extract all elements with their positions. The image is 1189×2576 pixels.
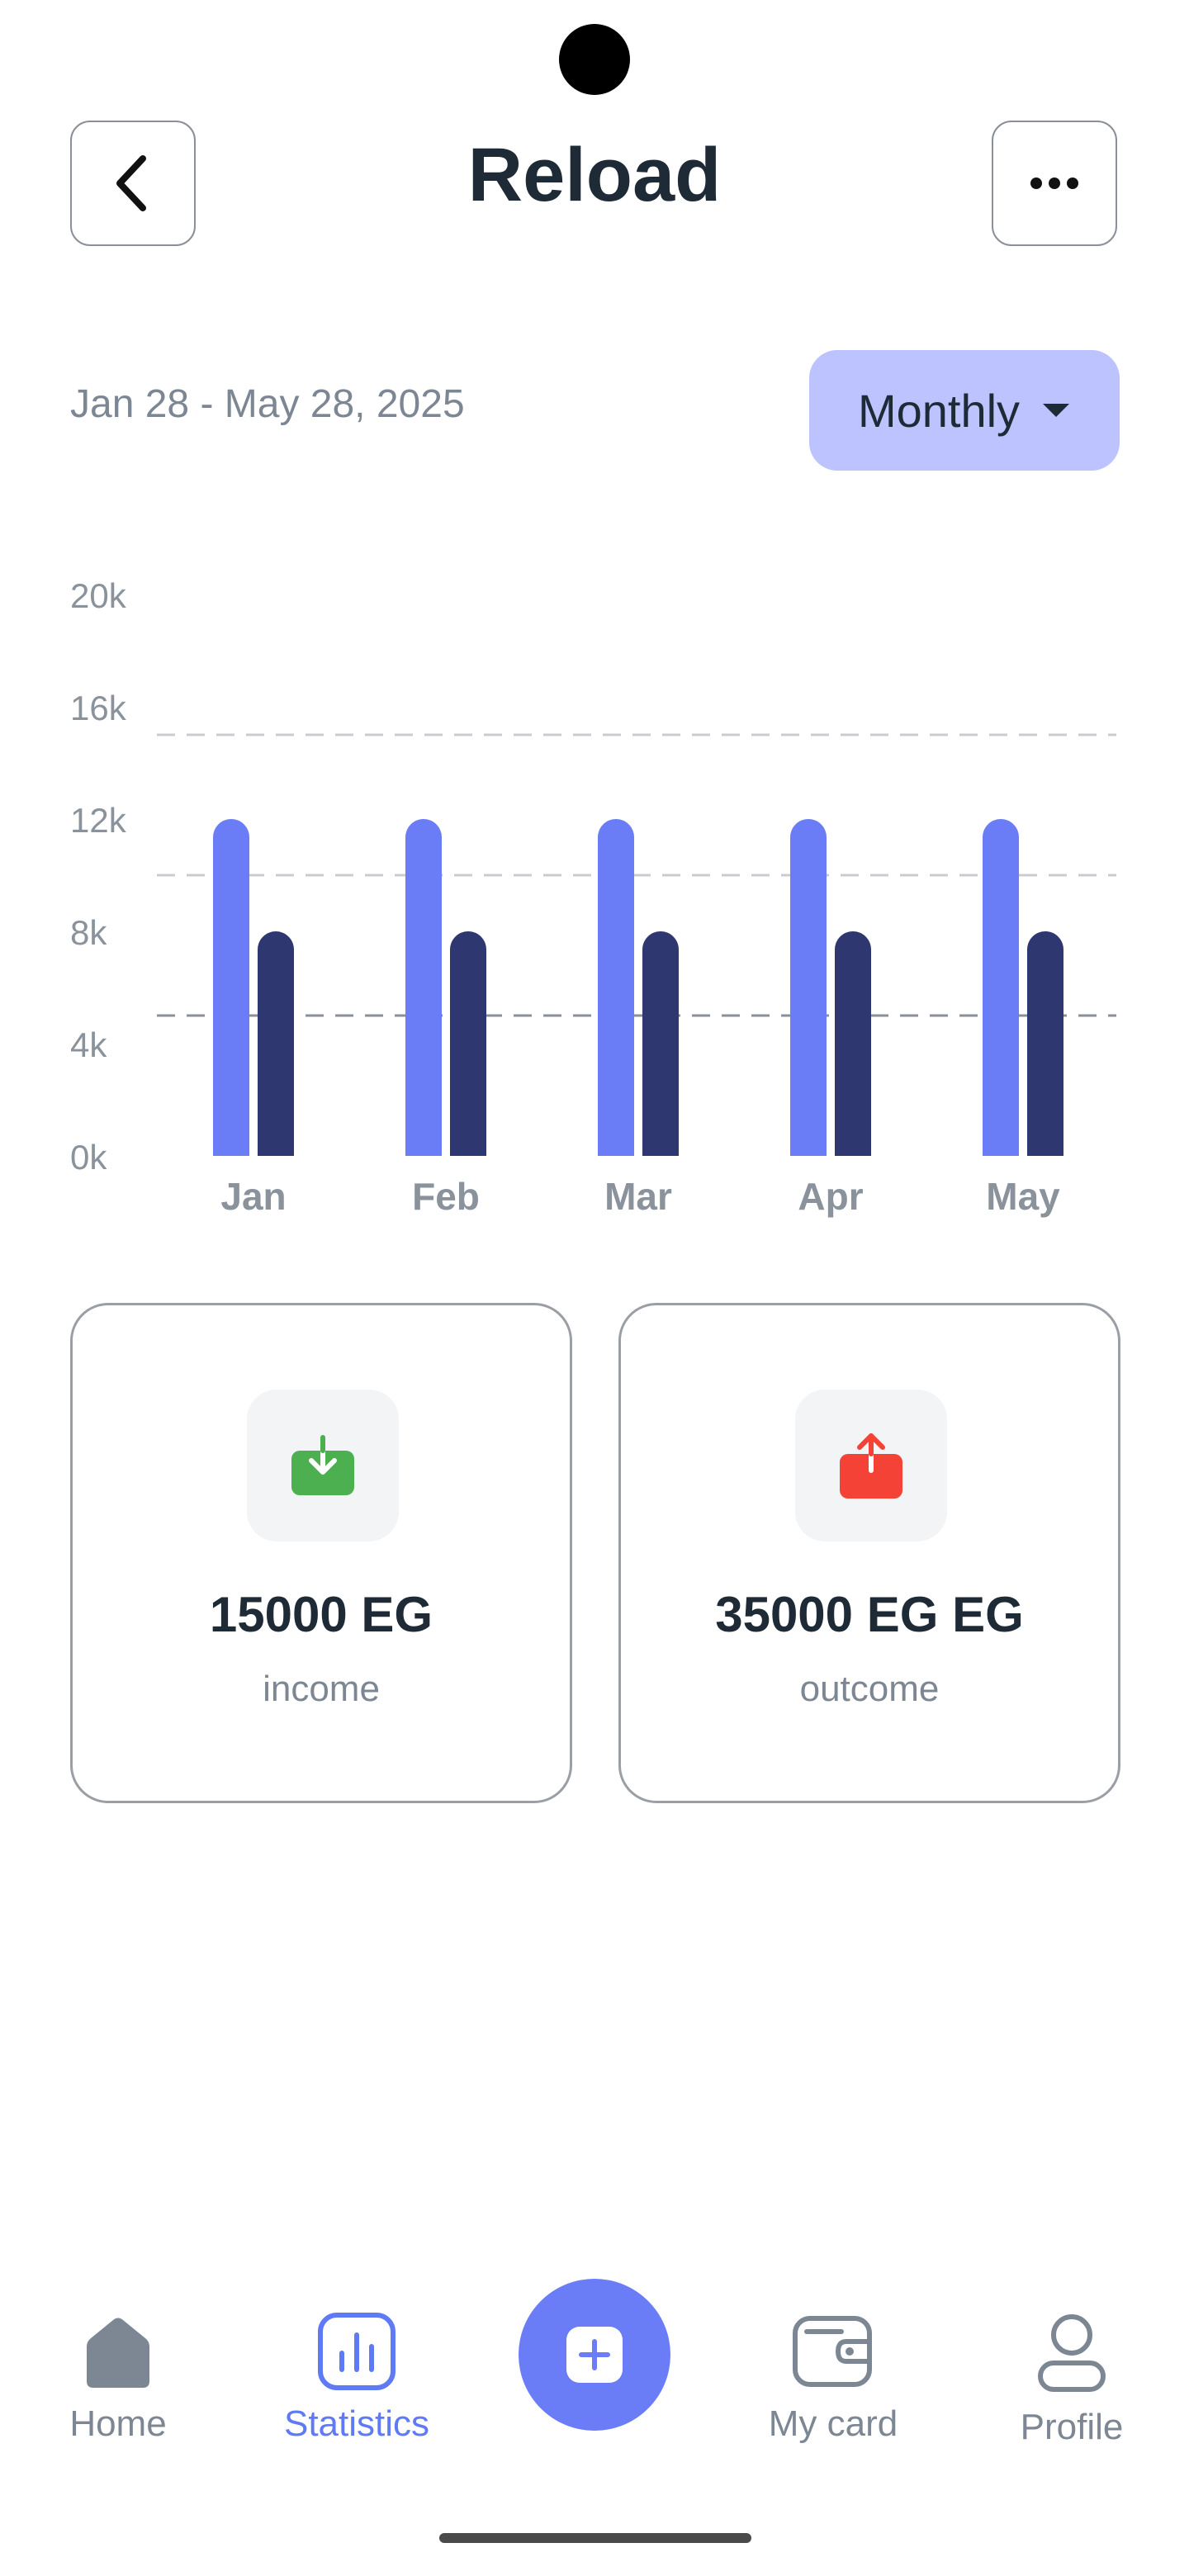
nav-label-my-card: My card	[768, 2403, 898, 2444]
more-horizontal-icon	[1030, 178, 1078, 189]
nav-item-my-card[interactable]: My card	[726, 2312, 940, 2445]
home-indicator	[439, 2533, 751, 2543]
bar-mar-1[interactable]	[598, 819, 634, 1156]
y-tick-label: 12k	[70, 801, 127, 840]
period-dropdown[interactable]: Monthly	[809, 350, 1120, 471]
statistics-icon	[318, 2313, 396, 2390]
date-range: Jan 28 - May 28, 2025	[70, 382, 465, 426]
home-icon	[87, 2318, 149, 2388]
page-title: Reload	[467, 133, 722, 217]
add-button[interactable]	[519, 2279, 670, 2431]
income-label: income	[263, 1669, 380, 1709]
y-tick-label: 0k	[70, 1138, 107, 1177]
bar-feb-1[interactable]	[405, 819, 442, 1156]
y-tick-label: 8k	[70, 913, 107, 952]
back-button[interactable]	[70, 121, 196, 246]
y-tick-label: 16k	[70, 689, 127, 727]
nav-label-home: Home	[69, 2403, 167, 2444]
nav-item-statistics[interactable]: Statistics	[249, 2312, 464, 2445]
bar-apr-2[interactable]	[835, 931, 871, 1156]
x-tick-label: Feb	[412, 1175, 480, 1218]
y-tick-label: 4k	[70, 1025, 107, 1064]
x-tick-label: Apr	[798, 1175, 863, 1218]
bar-may-1[interactable]	[983, 819, 1019, 1156]
income-card[interactable]: 15000 EG income	[70, 1303, 572, 1803]
outcome-icon-box	[795, 1390, 947, 1541]
wallet-icon	[793, 2316, 872, 2387]
plus-square-icon	[566, 2327, 623, 2383]
nav-label-statistics: Statistics	[283, 2403, 430, 2444]
caret-down-icon	[1043, 404, 1070, 417]
y-tick-label: 20k	[70, 576, 127, 615]
bar-feb-2[interactable]	[450, 931, 486, 1156]
x-tick-label: Mar	[604, 1175, 672, 1218]
bar-jan-2[interactable]	[258, 931, 294, 1156]
income-amount: 15000 EG	[209, 1587, 433, 1642]
bar-jan-1[interactable]	[213, 819, 249, 1156]
income-icon-box	[247, 1390, 399, 1541]
x-tick-label: May	[986, 1175, 1060, 1218]
x-tick-label: Jan	[220, 1175, 286, 1218]
bottom-nav: Home Statistics My card Profile	[0, 2262, 1189, 2576]
front-camera	[559, 24, 630, 95]
user-icon	[1038, 2314, 1106, 2392]
more-options-button[interactable]	[992, 121, 1117, 246]
outcome-label: outcome	[799, 1669, 940, 1709]
period-dropdown-label: Monthly	[857, 384, 1021, 437]
nav-item-profile[interactable]: Profile	[964, 2312, 1179, 2448]
bar-chart: 20k 16k 12k 8k 4k 0k Jan Feb Mar Apr May	[70, 576, 1116, 1218]
bar-may-2[interactable]	[1027, 931, 1063, 1156]
upload-icon	[840, 1433, 902, 1499]
outcome-card[interactable]: 35000 EG EG outcome	[618, 1303, 1120, 1803]
chevron-left-icon	[116, 155, 146, 211]
bar-mar-2[interactable]	[642, 931, 679, 1156]
nav-label-profile: Profile	[1020, 2407, 1124, 2447]
bar-apr-1[interactable]	[790, 819, 827, 1156]
nav-item-home[interactable]: Home	[11, 2312, 225, 2445]
download-icon	[291, 1435, 354, 1495]
outcome-amount: 35000 EG EG	[715, 1587, 1024, 1642]
